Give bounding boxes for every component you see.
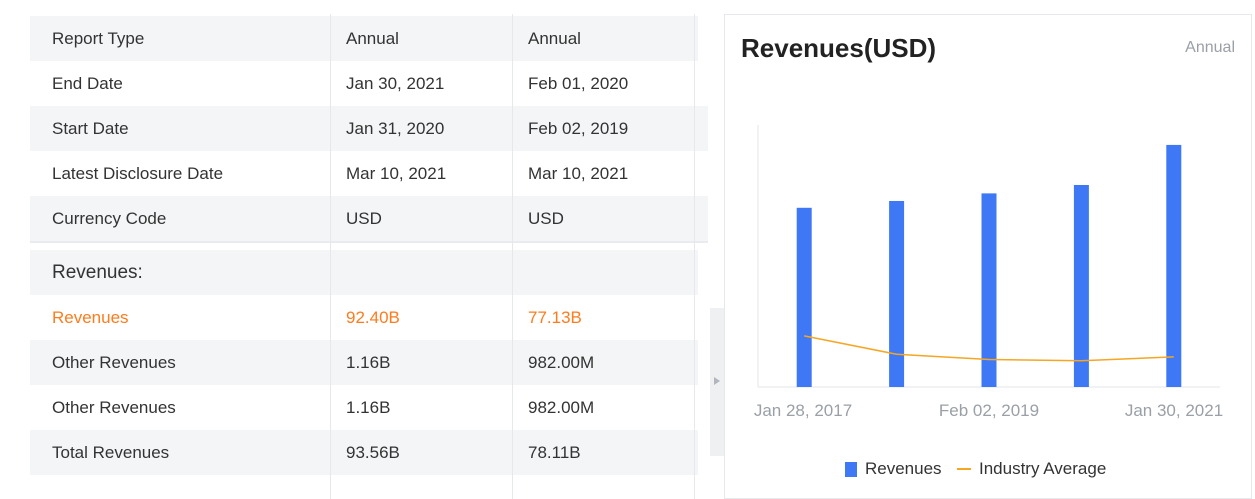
column-divider bbox=[330, 14, 331, 499]
table-scroll-toggle[interactable] bbox=[710, 308, 724, 456]
industry-average-line bbox=[804, 335, 1174, 362]
x-tick-label: Jan 30, 2021 bbox=[1125, 401, 1223, 420]
legend-item-revenues[interactable]: Revenues bbox=[845, 459, 942, 479]
row-value-2: 982.00M bbox=[528, 398, 595, 417]
chart-period-label: Annual bbox=[1185, 39, 1235, 56]
table-header-row: Report Type Annual Annual bbox=[30, 16, 698, 61]
revenue-bar[interactable] bbox=[1073, 184, 1089, 387]
row-value-2: 77.13B bbox=[528, 308, 582, 327]
legend-label: Revenues bbox=[865, 459, 942, 478]
header-period-2: Annual bbox=[528, 29, 581, 48]
row-value-1: 1.16B bbox=[346, 353, 391, 372]
revenue-chart: Jan 28, 2017 Feb 02, 2019 Jan 30, 2021 bbox=[754, 125, 1223, 420]
x-tick-label: Feb 02, 2019 bbox=[939, 401, 1039, 420]
row-value-2: Mar 10, 2021 bbox=[528, 164, 629, 183]
column-divider bbox=[512, 14, 513, 499]
row-label: Total Revenues bbox=[52, 443, 170, 462]
line-legend-swatch bbox=[957, 468, 971, 470]
row-value-1: USD bbox=[346, 209, 382, 228]
table-row-other-revenues: Other Revenues 1.16B 982.00M bbox=[30, 385, 698, 430]
row-label: Start Date bbox=[52, 119, 129, 138]
table-row-disclosure-date: Latest Disclosure Date Mar 10, 2021 Mar … bbox=[30, 151, 698, 196]
revenue-chart-panel: Jan 28, 2017 Feb 02, 2019 Jan 30, 2021 R… bbox=[724, 14, 1252, 499]
row-value-1: 93.56B bbox=[346, 443, 400, 462]
revenue-bar[interactable] bbox=[1166, 144, 1182, 387]
revenue-bar[interactable] bbox=[796, 207, 812, 387]
row-value-2: Feb 02, 2019 bbox=[528, 119, 629, 138]
row-label: Other Revenues bbox=[52, 398, 176, 417]
section-title: Revenues: bbox=[52, 262, 143, 283]
row-value-1: 92.40B bbox=[346, 308, 400, 327]
row-label: Other Revenues bbox=[52, 353, 176, 372]
financial-table: Report Type Annual Annual End Date Jan 3… bbox=[30, 14, 708, 499]
revenue-bar[interactable] bbox=[981, 193, 997, 387]
revenue-bar[interactable] bbox=[889, 200, 905, 387]
table-row-currency-code: Currency Code USD USD bbox=[30, 196, 708, 241]
column-divider bbox=[694, 14, 695, 499]
row-value-2: 982.00M bbox=[528, 353, 595, 372]
row-value-1: Jan 30, 2021 bbox=[346, 74, 445, 93]
chart-title: Revenues(USD) bbox=[741, 33, 937, 63]
row-value-2: Feb 01, 2020 bbox=[528, 74, 629, 93]
section-header-revenues: Revenues: bbox=[30, 250, 698, 295]
legend-label: Industry Average bbox=[979, 459, 1107, 478]
row-value-2: USD bbox=[528, 209, 564, 228]
table-row-other-revenues: Other Revenues 1.16B 982.00M bbox=[30, 340, 698, 385]
row-label: Latest Disclosure Date bbox=[52, 164, 224, 183]
x-tick-label: Jan 28, 2017 bbox=[754, 401, 852, 420]
table-row-end-date: End Date Jan 30, 2021 Feb 01, 2020 bbox=[30, 61, 698, 106]
table-row-start-date: Start Date Jan 31, 2020 Feb 02, 2019 bbox=[30, 106, 708, 151]
row-label[interactable]: Revenues bbox=[52, 308, 129, 327]
bar-legend-swatch bbox=[845, 461, 857, 477]
header-period-1: Annual bbox=[346, 29, 399, 48]
row-value-1: Jan 31, 2020 bbox=[346, 119, 445, 138]
row-value-2: 78.11B bbox=[528, 443, 581, 462]
row-label: End Date bbox=[52, 74, 123, 93]
revenue-bars bbox=[796, 144, 1182, 387]
table-row-total-revenues: Total Revenues 93.56B 78.11B bbox=[30, 430, 698, 475]
row-label: Currency Code bbox=[52, 209, 167, 228]
section-divider bbox=[30, 241, 708, 243]
chevron-right-icon[interactable] bbox=[714, 377, 720, 385]
row-value-1: 1.16B bbox=[346, 398, 391, 417]
header-report-type: Report Type bbox=[52, 29, 145, 48]
row-value-1: Mar 10, 2021 bbox=[346, 164, 447, 183]
table-row-revenues[interactable]: Revenues 92.40B 77.13B bbox=[30, 295, 698, 340]
legend-item-industry-average[interactable]: Industry Average bbox=[957, 459, 1106, 479]
